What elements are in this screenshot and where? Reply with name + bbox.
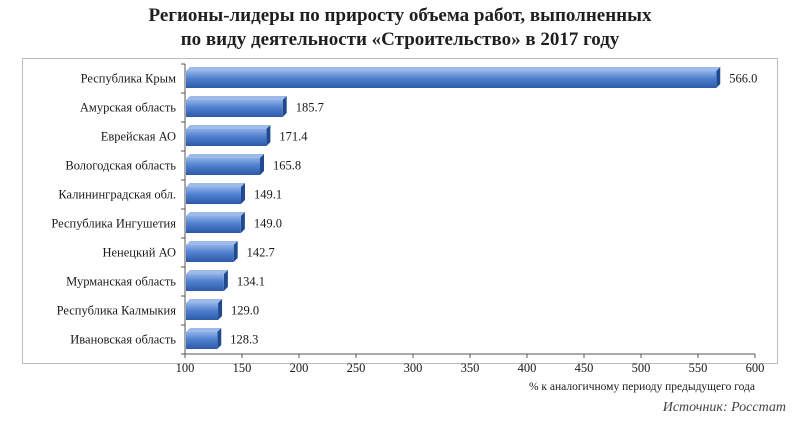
bar-top-face [186, 299, 223, 303]
bar-side-face [217, 328, 222, 349]
category-label: Республика Калмыкия [57, 304, 177, 318]
bar-value-label: 128.3 [230, 333, 258, 347]
bar-value-label: 134.1 [237, 275, 265, 289]
bar [186, 245, 234, 262]
category-label: Амурская область [80, 101, 176, 115]
bar [186, 303, 219, 320]
x-tick-label: 250 [347, 361, 366, 375]
bar-side-face [223, 270, 228, 291]
chart-title: Регионы-лидеры по приросту объема работ,… [0, 4, 800, 52]
bar-top-face [186, 270, 228, 274]
x-tick-label: 100 [176, 361, 195, 375]
bar-top-face [186, 67, 721, 71]
x-tick-label: 400 [518, 361, 537, 375]
bar-side-face [266, 125, 271, 146]
x-tick-label: 300 [404, 361, 423, 375]
x-tick-label: 200 [290, 361, 309, 375]
category-label: Республика Крым [81, 72, 176, 86]
bar-value-label: 165.8 [273, 159, 301, 173]
bar [186, 71, 717, 88]
x-tick-label: 450 [575, 361, 594, 375]
bar-side-face [282, 96, 287, 117]
bar-side-face [240, 183, 245, 204]
category-label: Ивановская область [70, 333, 176, 347]
bar-side-face [716, 67, 721, 88]
bar-top-face [186, 241, 238, 245]
bar-top-face [186, 154, 265, 158]
bar-value-label: 129.0 [231, 304, 259, 318]
category-label: Ненецкий АО [102, 246, 176, 260]
bar-side-face [260, 154, 265, 175]
chart-title-line1: Регионы-лидеры по приросту объема работ,… [148, 5, 652, 26]
category-label: Еврейская АО [101, 130, 176, 144]
bar [186, 158, 261, 175]
bar-top-face [186, 96, 287, 100]
bar-top-face [186, 183, 245, 187]
source-note: Источник: Росстат [662, 400, 786, 415]
bar-value-label: 149.1 [254, 188, 282, 202]
category-label: Калининградская обл. [58, 188, 176, 202]
bar-value-label: 171.4 [279, 130, 308, 144]
category-label: Вологодская область [65, 159, 176, 173]
bar-top-face [186, 125, 271, 129]
bar [186, 332, 218, 349]
category-label: Республика Ингушетия [51, 217, 176, 231]
x-axis-label: % к аналогичному периоду предыдущего год… [529, 381, 755, 393]
bar [186, 129, 267, 146]
category-label: Мурманская область [66, 275, 176, 289]
bar [186, 216, 241, 233]
bar [186, 274, 224, 291]
chart-title-line2: по виду деятельности «Строительство» в 2… [180, 29, 620, 50]
chart-frame [22, 58, 778, 364]
bar-side-face [240, 212, 245, 233]
bar-side-face [233, 241, 238, 262]
bar-value-label: 566.0 [729, 72, 757, 86]
bar-top-face [186, 328, 222, 332]
bar-top-face [186, 212, 245, 216]
bar [186, 100, 283, 117]
x-tick-label: 500 [632, 361, 651, 375]
x-tick-label: 150 [233, 361, 252, 375]
bar-value-label: 142.7 [247, 246, 275, 260]
x-tick-label: 550 [689, 361, 708, 375]
bar-value-label: 185.7 [296, 101, 324, 115]
bar-value-label: 149.0 [254, 217, 282, 231]
bar [186, 187, 241, 204]
x-tick-label: 350 [461, 361, 480, 375]
x-tick-label: 600 [746, 361, 765, 375]
bar-side-face [218, 299, 223, 320]
